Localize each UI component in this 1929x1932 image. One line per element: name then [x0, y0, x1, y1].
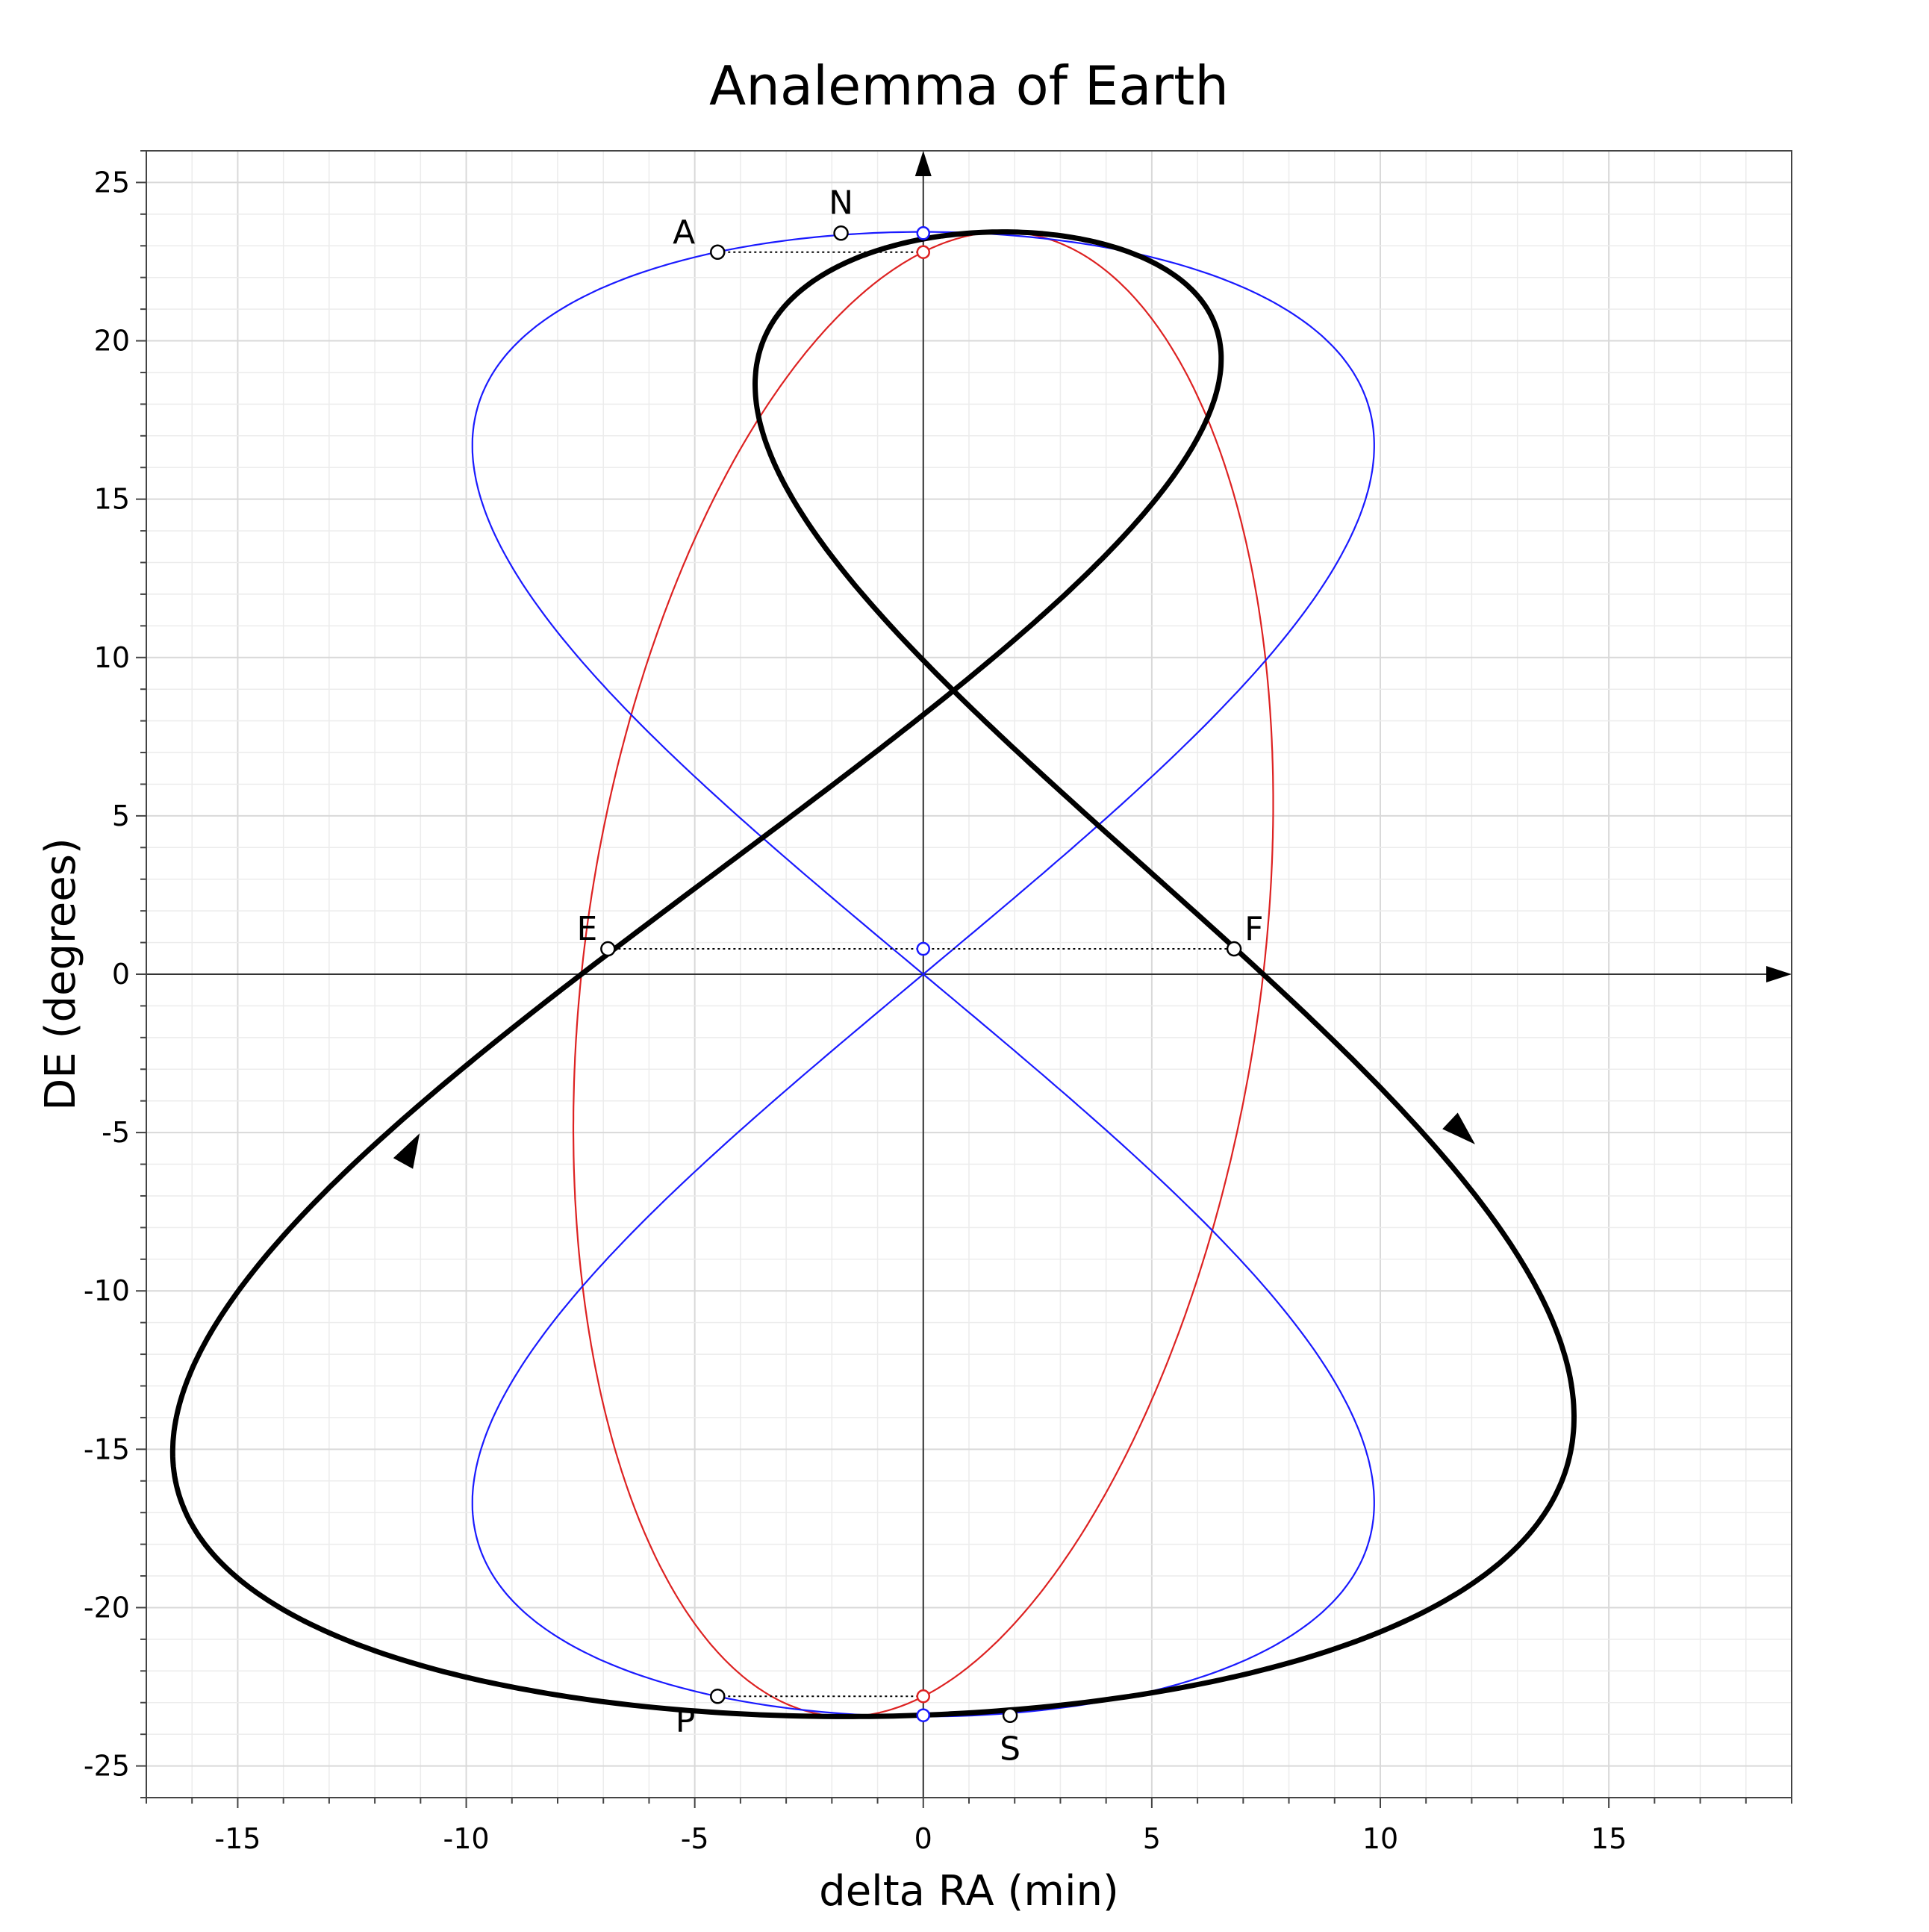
y-tick-label: -5 [102, 1116, 130, 1149]
direction-arrow-right [1442, 1112, 1475, 1144]
y-tick-label: 0 [112, 958, 130, 991]
x-tick-label: 10 [1362, 1822, 1398, 1855]
tick-labels: -15 -10 -5 0 5 10 15 -25 -20 -15 -10 -5 0 5 10 15 20 25 [84, 150, 1792, 1855]
x-axis-arrow [1766, 966, 1792, 982]
x-tick-label: -10 [443, 1822, 490, 1855]
chart-title: Analemma of Earth [709, 54, 1229, 117]
axis-marker [916, 941, 931, 956]
point-label-E: E [577, 910, 598, 948]
point-marker-F [1226, 941, 1242, 957]
point-label-S: S [1000, 1730, 1020, 1769]
point-marker-S [1002, 1707, 1018, 1723]
x-axis-label: delta RA (min) [819, 1867, 1119, 1916]
x-tick-label: -15 [214, 1822, 261, 1855]
y-tick-label: 20 [94, 325, 130, 358]
axis-marker [916, 245, 931, 260]
x-tick-label: -5 [681, 1822, 709, 1855]
axis-marker [916, 1689, 931, 1704]
y-tick-label: -25 [84, 1750, 130, 1783]
x-tick-label: 0 [914, 1822, 932, 1855]
y-tick-label: -20 [84, 1591, 130, 1624]
y-tick-label: 25 [94, 166, 130, 199]
y-tick-label: 15 [94, 483, 130, 516]
y-axis-label: DE (degrees) [37, 838, 85, 1110]
y-tick-label: -10 [84, 1274, 130, 1307]
x-tick-label: 15 [1591, 1822, 1627, 1855]
point-label-N: N [829, 184, 853, 222]
direction-arrow-left [393, 1133, 420, 1169]
y-axis-arrow [914, 151, 932, 176]
y-tick-label: 5 [112, 800, 130, 832]
point-marker-E [600, 941, 616, 957]
axis-marker [916, 226, 931, 240]
axes [146, 151, 1792, 1798]
point-label-A: A [673, 214, 695, 252]
axis-marker [916, 1708, 931, 1722]
point-label-P: P [676, 1702, 696, 1740]
point-marker-P [710, 1688, 726, 1704]
point-marker-A [710, 244, 726, 261]
y-tick-label: -15 [84, 1433, 130, 1465]
analemma-curve [169, 229, 1577, 1719]
point-label-F: F [1244, 910, 1263, 948]
x-tick-label: 5 [1143, 1822, 1161, 1855]
y-tick-label: 10 [94, 641, 130, 674]
point-marker-N [833, 225, 849, 241]
point-markers: A N E F P S [577, 184, 1264, 1768]
